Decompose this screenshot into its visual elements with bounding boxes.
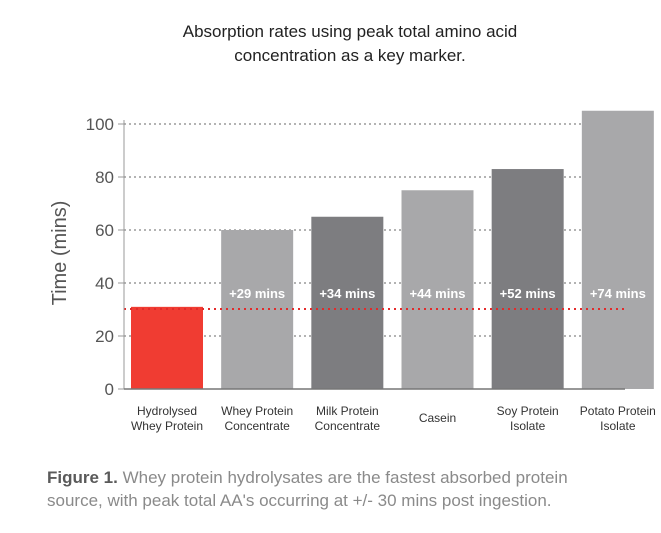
caption-label: Figure 1. [47, 468, 118, 487]
caption-text-line-1: Whey protein hydrolysates are the fastes… [117, 468, 568, 487]
bar-data-label: +44 mins [409, 286, 465, 301]
x-tick-label: Hydrolysed [137, 404, 197, 418]
y-tick-label: 60 [95, 221, 114, 240]
bar-6 [581, 110, 654, 389]
chart-title-line-2: concentration as a key marker. [234, 46, 466, 65]
figure-caption: Figure 1. Whey protein hydrolysates are … [47, 466, 647, 512]
bar-1 [131, 306, 203, 389]
caption-text-line-2: source, with peak total AA's occurring a… [47, 491, 552, 510]
y-tick-label: 80 [95, 168, 114, 187]
x-tick-label: Whey Protein [131, 419, 203, 433]
x-tick-label: Concentrate [224, 419, 290, 433]
x-tick-label: Potato Protein [580, 404, 656, 418]
axes [123, 120, 625, 390]
bars [131, 110, 654, 389]
x-tick-label: Whey Protein [221, 404, 293, 418]
bar-data-label: +29 mins [229, 286, 285, 301]
bar-data-label: +74 mins [590, 286, 646, 301]
x-tick-label: Concentrate [315, 419, 381, 433]
x-tick-label: Isolate [600, 419, 636, 433]
y-tick-label: 100 [86, 115, 114, 134]
chart-title-line-1: Absorption rates using peak total amino … [182, 22, 518, 41]
bar-4 [401, 190, 474, 389]
chart-title: Absorption rates using peak total amino … [0, 20, 661, 68]
x-tick-label: Casein [419, 411, 456, 425]
y-axis-label: Time (mins) [49, 201, 71, 306]
bar-5 [491, 169, 564, 389]
bar-labels: +29 mins +34 mins +44 mins +52 mins +74 mins [229, 286, 646, 301]
y-tick-label: 0 [105, 380, 114, 399]
bar-3 [311, 216, 384, 389]
bar-data-label: +52 mins [500, 286, 556, 301]
bar-data-label: +34 mins [319, 286, 375, 301]
y-axis-ticks: 0 20 40 60 80 100 [86, 115, 124, 399]
y-tick-label: 20 [95, 327, 114, 346]
x-tick-label: Soy Protein [497, 404, 559, 418]
x-tick-label: Isolate [510, 419, 546, 433]
y-tick-label: 40 [95, 274, 114, 293]
x-tick-label: Milk Protein [316, 404, 379, 418]
